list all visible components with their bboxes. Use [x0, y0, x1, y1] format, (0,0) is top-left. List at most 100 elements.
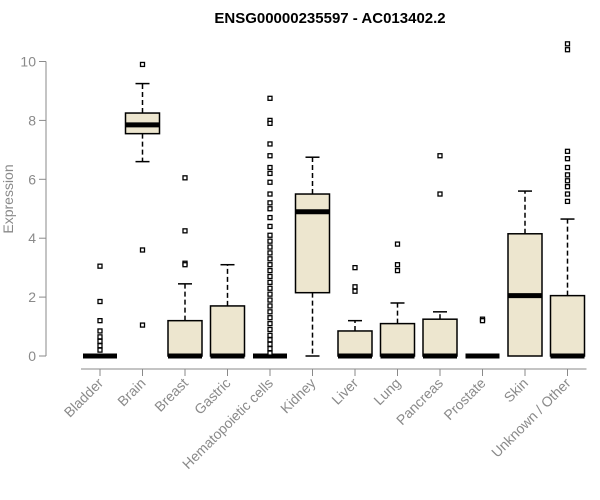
box-10 [507, 190, 543, 357]
outlier-point [139, 61, 146, 68]
outlier-point [267, 326, 273, 333]
outlier-point [267, 297, 273, 303]
y-tick-label: 0 [28, 348, 36, 364]
outlier-point [267, 320, 273, 327]
x-tick-label: Breast [151, 375, 191, 415]
outlier-point [97, 343, 103, 349]
outlier-point [267, 223, 273, 230]
x-tick-label: Prostate [440, 375, 488, 423]
outlier-point [564, 198, 571, 205]
outlier-point [267, 337, 273, 343]
outlier-point [267, 332, 273, 339]
outlier-point [267, 315, 273, 321]
outlier-point [564, 41, 571, 47]
x-tick-label: Liver [328, 375, 361, 408]
outlier-point [97, 338, 103, 344]
outlier-point [267, 153, 273, 159]
outlier-point [352, 288, 358, 294]
box-6 [337, 264, 373, 359]
outlier-point [267, 120, 273, 126]
box-8 [422, 153, 458, 359]
x-tick-label: Lung [370, 375, 403, 408]
x-tick-label: Skin [501, 375, 532, 406]
outlier-point [267, 350, 273, 356]
outlier-point [267, 206, 273, 212]
outlier-point [267, 291, 273, 297]
outlier-point [267, 214, 273, 221]
outlier-point [267, 232, 273, 238]
outlier-point [139, 322, 146, 328]
outlier-point [267, 309, 273, 315]
y-tick-label: 2 [28, 289, 36, 305]
outlier-point [394, 262, 401, 268]
outlier-point [182, 262, 188, 268]
outlier-point [267, 170, 273, 177]
outlier-point [267, 345, 273, 352]
outlier-point [97, 328, 103, 334]
y-tick-label: 4 [28, 230, 36, 246]
outlier-point [267, 244, 273, 250]
outlier-point [437, 153, 443, 159]
outlier-point [267, 273, 273, 280]
outlier-point [97, 318, 103, 324]
outlier-point [267, 250, 273, 256]
outlier-point [267, 279, 273, 286]
outlier-point [437, 191, 443, 197]
outlier-point [564, 191, 571, 197]
outlier-point [267, 341, 273, 347]
outlier-point [97, 347, 103, 353]
outlier-point [564, 184, 571, 190]
outlier-point [97, 263, 103, 269]
box-7 [379, 241, 416, 359]
x-tick-label: Unknown / Other [488, 375, 574, 461]
x-tick-label: Bladder [61, 375, 107, 421]
x-tick-label: Pancreas [393, 375, 446, 428]
outlier-point [479, 318, 486, 324]
outlier-point [267, 141, 273, 147]
outlier-point [394, 267, 401, 274]
outlier-point [564, 178, 571, 184]
y-axis: 0 2 4 6 8 10 [20, 54, 47, 364]
outlier-point [267, 164, 273, 171]
box-2 [167, 175, 203, 359]
y-tick-label: 8 [28, 112, 36, 128]
y-axis-label: Expression [0, 164, 16, 233]
outlier-point [267, 191, 273, 197]
box-body [337, 330, 373, 357]
outlier-point [267, 262, 273, 268]
outlier-point [267, 285, 273, 291]
outlier-point [267, 256, 273, 262]
outlier-point [564, 164, 571, 171]
outlier-point [267, 267, 273, 274]
box-body [167, 319, 203, 357]
box-body [422, 318, 458, 357]
box-4 [253, 95, 287, 359]
box-0 [83, 263, 117, 359]
outlier-point [182, 175, 188, 181]
outlier-point [267, 200, 273, 206]
y-tick-label: 6 [28, 171, 36, 187]
box-3 [209, 263, 246, 359]
box-body [549, 294, 586, 357]
outlier-point [564, 47, 571, 53]
outlier-point [267, 95, 273, 101]
outlier-point [564, 172, 571, 178]
outlier-point [182, 228, 188, 234]
box-body [294, 193, 331, 294]
outlier-point [267, 238, 273, 244]
outlier-point [97, 334, 103, 340]
x-tick-label: Kidney [277, 375, 319, 417]
outlier-point [139, 247, 146, 253]
box-5 [294, 156, 331, 357]
y-tick-label: 10 [20, 54, 36, 70]
x-tick-label: Brain [114, 375, 148, 409]
box-body [209, 305, 246, 357]
outlier-point [564, 148, 571, 154]
box-11 [549, 41, 586, 359]
outlier-point [267, 179, 273, 185]
box-body [379, 322, 416, 357]
box-1 [124, 61, 161, 328]
outlier-point [352, 264, 358, 271]
